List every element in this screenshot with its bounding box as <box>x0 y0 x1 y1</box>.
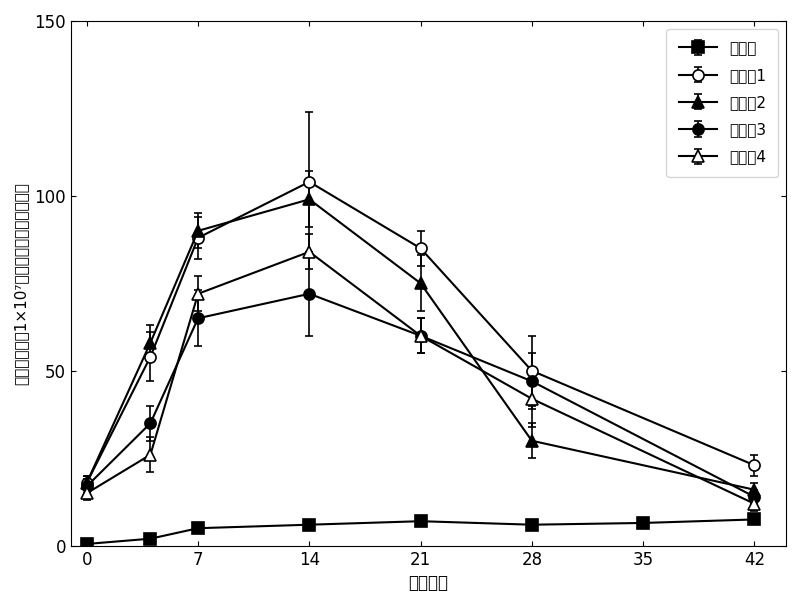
Y-axis label: 微生物浓度（1×10⁷菌落形成单位／克干重）: 微生物浓度（1×10⁷菌落形成单位／克干重） <box>14 182 29 385</box>
X-axis label: 堆制天数: 堆制天数 <box>409 574 449 592</box>
Legend: 对照组, 实验组1, 实验组2, 实验组3, 实验组4: 对照组, 实验组1, 实验组2, 实验组3, 实验组4 <box>666 28 778 177</box>
